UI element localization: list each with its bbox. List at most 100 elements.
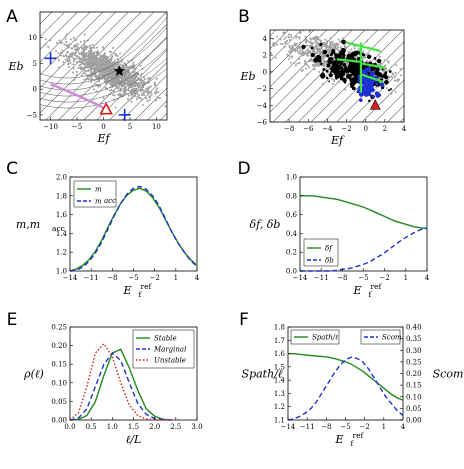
cloud-point (366, 59, 369, 62)
cloud-point (408, 101, 410, 103)
series-line-f (300, 195, 428, 230)
black-point (367, 55, 372, 59)
cloud-point (318, 47, 321, 50)
x-tick-label: 1 (382, 423, 386, 431)
cloud-point (76, 55, 79, 58)
cloud-point (140, 88, 143, 91)
cloud-point (92, 65, 95, 68)
cloud-point (288, 38, 291, 41)
cloud-point (116, 77, 119, 80)
cloud-point (276, 24, 278, 26)
panel-e: 0.0 0.5 1.0 1.5 2.0 2.5 3.0 0.00 0.05 0.10 0.15 0.2… (23, 324, 202, 447)
cloud-point (75, 73, 78, 76)
cloud-point (119, 93, 122, 96)
cloud-point (408, 93, 410, 95)
black-point (344, 65, 347, 69)
cloud-point (353, 47, 356, 50)
cloud-point (128, 72, 131, 75)
cloud-point (279, 38, 282, 41)
cloud-point (298, 42, 301, 45)
cloud-point (109, 60, 112, 63)
cloud-point (293, 62, 296, 65)
cloud-point (297, 47, 300, 50)
black-point (337, 66, 341, 70)
x-tick-label: −2 (360, 423, 370, 431)
cloud-point (99, 66, 102, 69)
black-point (389, 87, 392, 90)
x-tick-label: −2 (380, 274, 390, 282)
green-path (360, 73, 384, 83)
cloud-point (76, 42, 79, 45)
cloud-point (98, 73, 101, 76)
cloud-point (388, 76, 391, 79)
cloud-point (405, 82, 407, 84)
cloud-point (84, 48, 87, 51)
x-axis-label-sub: f (369, 290, 373, 299)
cloud-point (298, 52, 301, 55)
cloud-point (57, 52, 60, 55)
cloud-point (76, 60, 79, 63)
cloud-point (64, 35, 67, 38)
cloud-point (134, 87, 137, 90)
panel-label-f: F (239, 310, 249, 330)
black-point (336, 70, 339, 74)
black-point (352, 72, 356, 76)
cloud-point (138, 96, 141, 99)
y-right-tick-label: 0.10 (406, 393, 422, 401)
cloud-point (141, 92, 144, 95)
cloud-point (145, 97, 148, 100)
cloud-point (119, 63, 122, 66)
cloud-point (55, 41, 58, 44)
cloud-point (103, 57, 106, 60)
cloud-point (70, 53, 73, 56)
cloud-point (148, 98, 151, 101)
series-line-b (300, 227, 428, 272)
cloud-point (292, 47, 295, 50)
cloud-point (385, 87, 388, 90)
cloud-point (107, 65, 110, 68)
cloud-point (72, 36, 75, 39)
cloud-point (122, 73, 125, 76)
y-tick-label: 4 (263, 35, 268, 43)
cloud-point (391, 72, 394, 75)
cloud-point (73, 78, 76, 81)
cloud-point (306, 40, 309, 43)
cloud-point (136, 90, 139, 93)
black-point (346, 54, 350, 58)
cloud-point (99, 56, 102, 59)
cloud-point (121, 71, 124, 74)
cloud-point (316, 41, 319, 44)
black-point (345, 74, 351, 80)
cloud-point (111, 47, 114, 50)
cloud-point (77, 47, 80, 50)
black-point (351, 51, 355, 55)
x-axis-label-sup: ref (141, 282, 153, 291)
cloud-point (109, 67, 112, 70)
black-point (326, 76, 329, 80)
black-point (350, 65, 354, 69)
cloud-point (326, 39, 329, 42)
cloud-point (96, 46, 99, 49)
cloud-point (108, 64, 111, 67)
panel-b-frame (269, 29, 405, 123)
black-point (326, 54, 330, 58)
cloud-point (325, 44, 328, 47)
cloud-point (93, 46, 96, 49)
cloud-point (148, 78, 151, 81)
cloud-point (306, 73, 309, 76)
cloud-point (102, 47, 105, 50)
cloud-point (120, 60, 123, 63)
x-tick-label: 1.5 (128, 423, 139, 431)
y-tick-label: 2.0 (56, 174, 67, 182)
cloud-point (116, 93, 119, 96)
y-right-tick-label: 0.20 (406, 370, 422, 378)
cloud-point (286, 39, 289, 42)
cloud-point (413, 86, 415, 88)
cloud-point (129, 65, 132, 68)
cloud-point (155, 77, 158, 80)
cloud-point (283, 31, 286, 34)
black-point (350, 85, 354, 89)
cloud-point (127, 89, 130, 92)
y-tick-label: −5 (27, 111, 37, 119)
